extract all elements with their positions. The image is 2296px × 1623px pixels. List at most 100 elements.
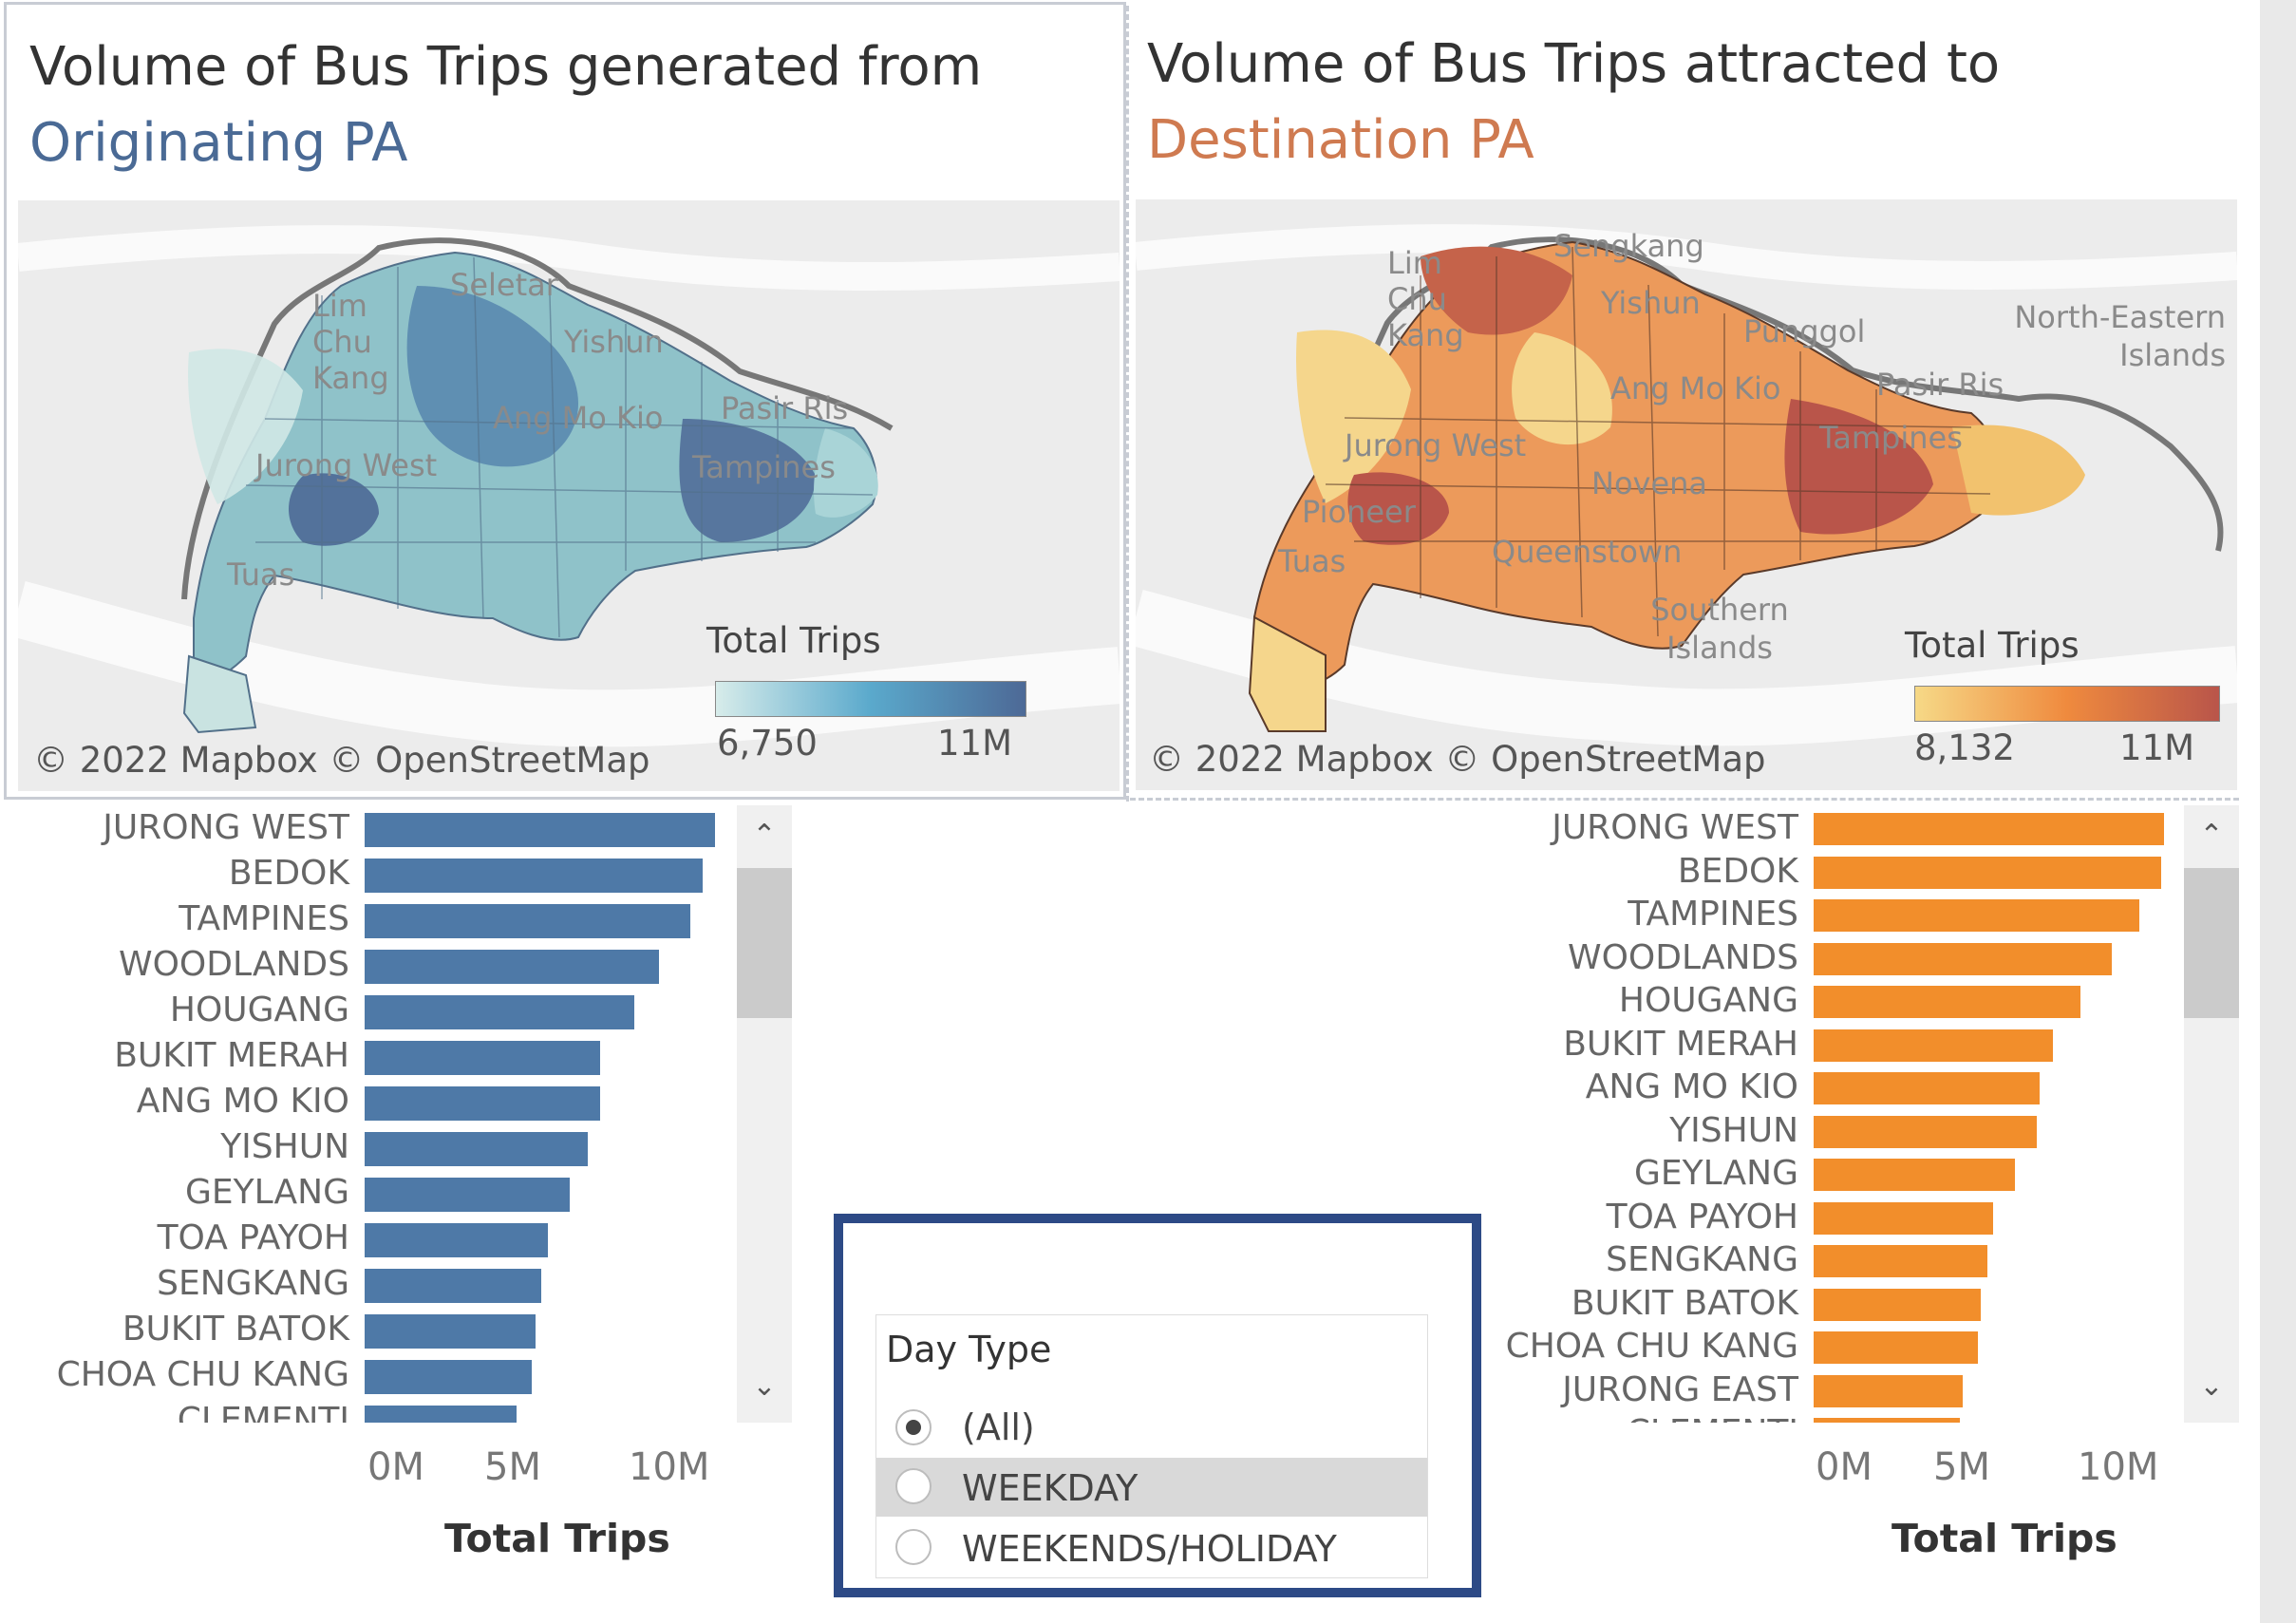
bar[interactable] — [1814, 986, 2080, 1018]
bar[interactable] — [365, 1269, 541, 1303]
bar-label: GEYLANG — [185, 1173, 349, 1212]
destination-legend-title: Total Trips — [1905, 625, 2080, 666]
place-label: Tampines — [1819, 420, 1963, 456]
bar[interactable] — [365, 950, 659, 984]
place-label: Queenstown — [1492, 534, 1683, 570]
destination-legend-bar — [1914, 686, 2220, 722]
origin-map-title: Volume of Bus Trips generated from Origi… — [29, 29, 1121, 181]
bar[interactable] — [365, 1132, 588, 1166]
western-region — [188, 349, 303, 504]
place-label: Yishun — [564, 324, 664, 360]
radio-unselected-icon[interactable] — [895, 1529, 932, 1565]
sea-channel — [1136, 224, 2237, 290]
bar[interactable] — [1814, 1072, 2040, 1104]
destination-map-attribution[interactable]: © 2022 Mapbox © OpenStreetMap — [1149, 739, 1766, 780]
destination-bar-rows: JURONG WEST BEDOK TAMPINES WOODLANDS HOUGANG… — [1449, 805, 2180, 1423]
place-label: North-Eastern Islands — [2014, 299, 2226, 373]
bar-label: TAMPINES — [1628, 895, 1798, 934]
origin-xlabel: Total Trips — [444, 1516, 670, 1561]
origin-map-svg — [18, 225, 1120, 747]
origin-xtick: 5M — [484, 1445, 541, 1489]
origin-bar-chart: JURONG WEST BEDOK TAMPINES WOODLANDS HOUGANG… — [0, 805, 798, 1565]
bar[interactable] — [1814, 1115, 2037, 1148]
destination-xtick: 0M — [1816, 1445, 1873, 1489]
bar-label: HOUGANG — [169, 991, 349, 1029]
place-label: Pasir Ris — [721, 390, 849, 426]
origin-title-line1: Volume of Bus Trips generated from — [29, 36, 983, 98]
bar-label: GEYLANG — [1634, 1154, 1798, 1193]
subzone-boundaries — [245, 256, 874, 638]
destination-scrollbar[interactable]: ⌃ ⌄ — [2184, 805, 2239, 1423]
bar-label: BEDOK — [1677, 851, 1798, 891]
bar[interactable] — [1814, 1201, 1993, 1235]
scroll-down-icon[interactable]: ⌄ — [752, 1369, 777, 1403]
tuas-region — [182, 654, 257, 734]
bar-label: WOODLANDS — [1568, 937, 1798, 977]
bar[interactable] — [365, 1360, 532, 1394]
bar[interactable] — [365, 904, 690, 938]
radio-unselected-icon[interactable] — [895, 1468, 932, 1504]
origin-place-labels: Lim Chu Kang Seletar Yishun Ang Mo Kio J… — [18, 200, 1120, 791]
bar[interactable] — [365, 1086, 600, 1121]
place-label: Tuas — [1278, 543, 1346, 579]
bar[interactable] — [1814, 942, 2112, 975]
origin-map-attribution[interactable]: © 2022 Mapbox © OpenStreetMap — [33, 740, 650, 781]
filter-option-weekends-holiday[interactable]: WEEKENDS/HOLIDAY — [876, 1519, 1427, 1577]
destination-scroll-thumb[interactable] — [2184, 868, 2239, 1018]
place-label: Tampines — [692, 449, 836, 485]
bar[interactable] — [365, 995, 634, 1029]
place-label: Tuas — [227, 557, 295, 593]
scroll-down-icon[interactable]: ⌄ — [2199, 1369, 2224, 1403]
bar-label: BUKIT MERAH — [1563, 1024, 1798, 1064]
western-region — [1296, 330, 1411, 503]
origin-scrollbar[interactable]: ⌃ ⌄ — [737, 805, 792, 1423]
origin-legend-max: 11M — [937, 723, 1013, 764]
bar-label: CHOA CHU KANG — [56, 1355, 349, 1394]
filter-option-all[interactable]: (All) — [876, 1399, 1427, 1458]
scroll-up-icon[interactable]: ⌃ — [752, 819, 777, 852]
origin-xtick: 10M — [629, 1445, 710, 1489]
radio-selected-icon[interactable] — [895, 1409, 932, 1445]
destination-map[interactable]: Lim Chu Kang Sengkang Yishun Punggol Nor… — [1136, 199, 2237, 790]
window-edge — [2260, 0, 2296, 1623]
filter-option-label: WEEKENDS/HOLIDAY — [962, 1528, 1337, 1570]
scroll-up-icon[interactable]: ⌃ — [2199, 819, 2224, 852]
bar[interactable] — [365, 1314, 536, 1349]
bar[interactable] — [365, 1223, 548, 1257]
bar[interactable] — [365, 1041, 600, 1075]
bar[interactable] — [1814, 1029, 2053, 1062]
place-label: Seletar — [450, 267, 558, 303]
origin-map[interactable]: Lim Chu Kang Seletar Yishun Ang Mo Kio J… — [18, 200, 1120, 791]
bar[interactable] — [365, 1178, 570, 1212]
filter-option-weekday[interactable]: WEEKDAY — [876, 1458, 1427, 1517]
origin-scroll-thumb[interactable] — [737, 868, 792, 1018]
changi-region — [1952, 425, 2085, 516]
bar[interactable] — [1814, 1288, 1981, 1321]
bar[interactable] — [1814, 813, 2164, 845]
bar-label: ANG MO KIO — [136, 1082, 349, 1121]
origin-legend-bar — [715, 681, 1026, 717]
bar-label: YISHUN — [1669, 1110, 1798, 1150]
destination-map-panel: Volume of Bus Trips attracted to Destina… — [1136, 2, 2237, 800]
bar-label: CLEMENTI — [1457, 1410, 1798, 1423]
destination-title-line1: Volume of Bus Trips attracted to — [1147, 33, 2001, 95]
bar-label: BEDOK — [228, 854, 349, 893]
bar[interactable] — [1814, 856, 2161, 889]
tampines-region — [1784, 399, 1933, 535]
bar[interactable] — [1814, 1159, 2015, 1191]
bar[interactable] — [365, 813, 715, 847]
bar[interactable] — [365, 1406, 517, 1423]
bar[interactable] — [1814, 1245, 1987, 1277]
jurong-west-region — [289, 473, 379, 546]
bar[interactable] — [365, 859, 703, 893]
place-label: Pasir Ris — [1876, 367, 2004, 403]
panel-divider-h — [1130, 798, 2239, 801]
bar[interactable] — [1814, 899, 2139, 932]
bar[interactable] — [1814, 1331, 1978, 1364]
day-type-filter-highlight: Day Type (All) WEEKDAY WEEKENDS/HOLIDAY — [834, 1214, 1481, 1597]
bar[interactable] — [1814, 1418, 1960, 1423]
day-type-filter: Day Type (All) WEEKDAY WEEKENDS/HOLIDAY — [875, 1314, 1428, 1578]
bar[interactable] — [1814, 1374, 1963, 1407]
bar-label: TOA PAYOH — [157, 1218, 349, 1257]
bar-label: JURONG WEST — [1552, 808, 1798, 847]
